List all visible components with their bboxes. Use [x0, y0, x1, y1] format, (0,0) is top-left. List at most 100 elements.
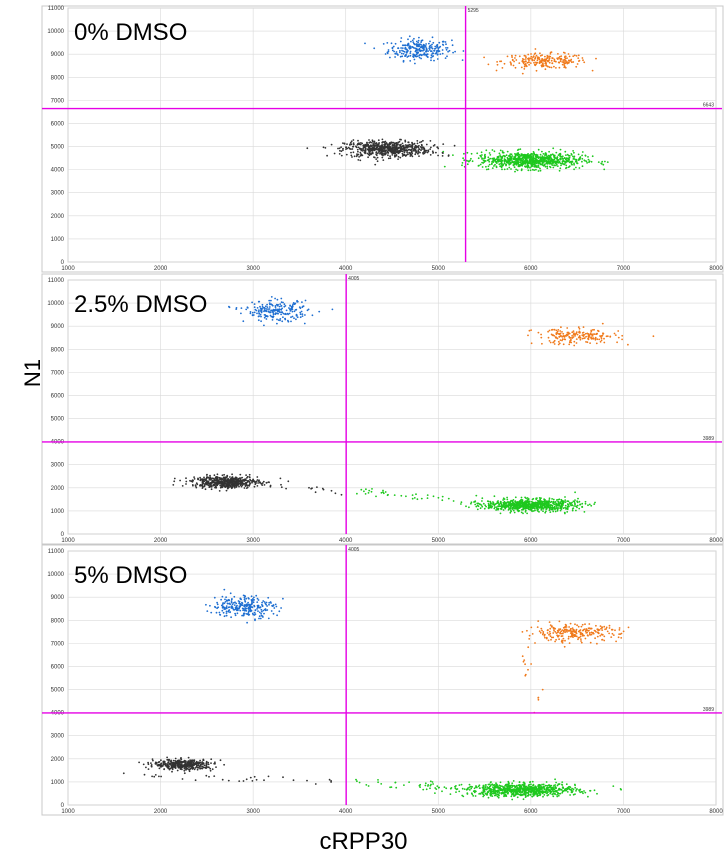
droplet-point-double-negative	[441, 151, 444, 154]
droplet-point-double-positive	[563, 66, 566, 69]
droplet-point-double-negative	[316, 486, 318, 488]
droplet-point-rpp30-only	[540, 160, 543, 163]
droplet-point-double-negative	[409, 144, 412, 146]
droplet-point-rpp30-only	[557, 503, 560, 505]
droplet-point-double-negative	[368, 141, 371, 144]
droplet-point-double-negative	[219, 759, 222, 762]
droplet-point-rpp30-only	[553, 156, 556, 159]
droplet-point-n1-only	[445, 48, 448, 51]
droplet-point-double-negative	[388, 142, 391, 144]
threshold-y-label: 6643	[703, 103, 714, 109]
droplet-point-double-negative	[156, 764, 159, 767]
droplet-point-rpp30-only	[370, 490, 373, 493]
droplet-point-double-negative	[370, 152, 373, 155]
droplet-point-n1-only	[247, 601, 250, 604]
droplet-point-double-negative	[222, 476, 225, 479]
y-tick-label: 5000	[51, 688, 65, 694]
droplet-point-n1-only	[274, 308, 277, 310]
y-tick-label: 7000	[51, 370, 65, 376]
droplet-point-n1-only	[268, 603, 270, 606]
droplet-point-rpp30-only	[517, 505, 520, 508]
droplet-point-rpp30-only	[535, 162, 538, 165]
droplet-point-double-negative	[205, 760, 208, 763]
droplet-point-double-positive	[621, 338, 623, 341]
droplet-point-double-positive	[584, 332, 587, 335]
droplet-point-double-positive	[568, 332, 571, 335]
droplet-point-n1-only	[217, 606, 220, 609]
droplet-point-double-positive	[620, 637, 623, 639]
droplet-point-rpp30-only	[578, 507, 581, 510]
droplet-point-rpp30-only	[546, 167, 549, 170]
droplet-point-n1-only	[272, 313, 275, 316]
droplet-point-rpp30-only	[537, 157, 540, 160]
droplet-point-rpp30-only	[487, 168, 490, 171]
droplet-point-n1-only	[253, 604, 256, 607]
droplet-point-double-positive	[576, 63, 579, 65]
droplet-point-rpp30-only	[458, 790, 461, 793]
droplet-point-rpp30-only	[470, 502, 472, 505]
droplet-point-double-negative	[363, 146, 366, 149]
droplet-point-double-negative	[416, 142, 419, 145]
droplet-point-n1-only	[206, 610, 209, 612]
droplet-point-double-positive	[566, 631, 568, 633]
droplet-point-double-negative	[394, 155, 396, 158]
droplet-point-n1-only	[274, 306, 277, 308]
droplet-point-rpp30-only	[485, 149, 488, 152]
droplet-point-n1-only	[259, 305, 261, 308]
droplet-point-rpp30-only	[510, 504, 512, 506]
droplet-point-double-positive	[564, 631, 566, 634]
droplet-point-double-negative	[375, 142, 378, 144]
droplet-point-double-positive	[511, 54, 513, 57]
droplet-point-rpp30-only	[555, 504, 558, 507]
chart-panel-2: 1000 2000 3000 4000 5000 6000 7000 800001000200…	[41, 273, 724, 545]
droplet-point-n1-only	[228, 609, 231, 611]
droplet-point-rpp30-only	[549, 501, 552, 504]
droplet-point-double-positive	[536, 59, 539, 62]
droplet-point-rpp30-only	[432, 495, 435, 498]
droplet-point-double-negative	[185, 766, 188, 769]
droplet-point-n1-only	[386, 52, 389, 55]
droplet-point-double-positive	[573, 340, 576, 343]
droplet-point-double-positive	[487, 63, 490, 66]
droplet-point-rpp30-only	[483, 507, 486, 510]
droplet-point-rpp30-only	[566, 791, 569, 793]
droplet-point-double-positive	[591, 329, 594, 331]
droplet-point-double-negative	[368, 154, 371, 157]
droplet-point-double-negative	[359, 148, 361, 150]
droplet-point-n1-only	[255, 594, 258, 597]
droplet-point-n1-only	[430, 59, 432, 62]
droplet-point-rpp30-only	[579, 503, 581, 506]
droplet-point-rpp30-only	[513, 511, 516, 514]
droplet-point-double-positive	[540, 627, 543, 630]
y-tick-label: 4000	[51, 711, 65, 717]
droplet-point-rpp30-only	[562, 158, 564, 160]
droplet-point-double-positive	[537, 620, 540, 622]
droplet-point-double-positive	[573, 630, 576, 633]
droplet-point-double-positive	[573, 344, 576, 347]
droplet-point-double-negative	[173, 480, 176, 483]
droplet-point-n1-only	[238, 605, 241, 607]
droplet-point-double-positive	[606, 630, 609, 633]
droplet-point-double-positive	[510, 63, 512, 66]
y-tick-label: 1000	[51, 509, 65, 515]
droplet-point-double-negative	[417, 146, 420, 149]
droplet-point-double-positive	[528, 638, 531, 640]
droplet-point-double-positive	[597, 329, 599, 332]
droplet-point-n1-only	[433, 49, 436, 52]
droplet-point-rpp30-only	[565, 154, 567, 157]
droplet-point-rpp30-only	[523, 155, 526, 158]
droplet-point-double-positive	[548, 630, 551, 633]
droplet-point-n1-only	[225, 610, 228, 613]
droplet-point-n1-only	[402, 60, 405, 63]
droplet-point-double-positive	[528, 634, 531, 637]
droplet-point-double-negative	[229, 484, 232, 487]
droplet-point-n1-only	[227, 610, 230, 613]
droplet-point-rpp30-only	[507, 509, 510, 511]
droplet-point-double-positive	[567, 635, 570, 638]
droplet-point-double-negative	[217, 479, 219, 481]
droplet-point-double-negative	[345, 153, 348, 156]
droplet-point-rpp30-only	[480, 151, 483, 154]
droplet-point-rpp30-only	[483, 161, 486, 163]
droplet-point-rpp30-only	[498, 152, 501, 155]
droplet-point-rpp30-only	[476, 152, 479, 155]
